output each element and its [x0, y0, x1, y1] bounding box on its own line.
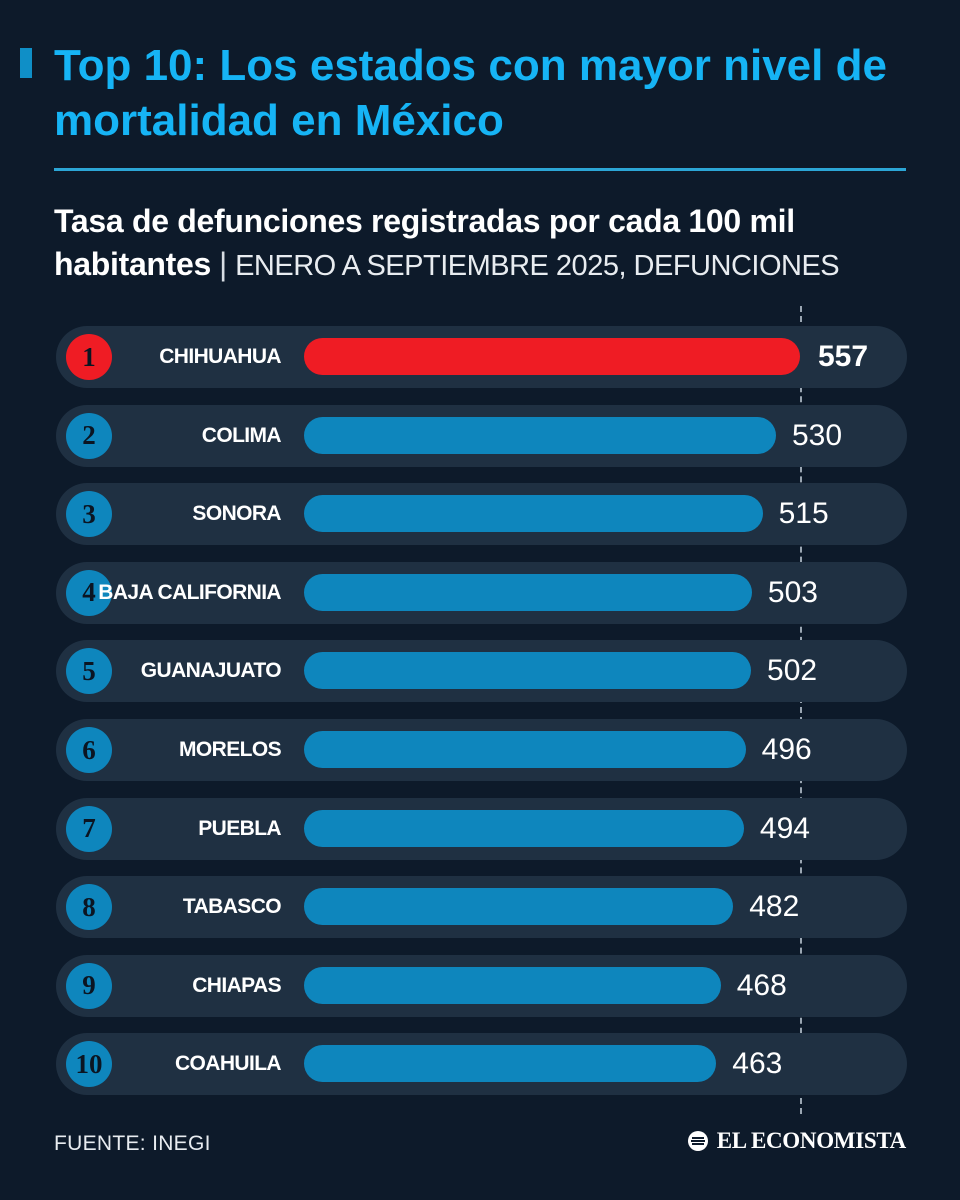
data-label: 515 — [778, 497, 829, 531]
title-divider — [54, 168, 906, 171]
rank-badge: 3 — [66, 491, 112, 538]
category-label: TABASCO — [182, 895, 282, 919]
rank-badge: 5 — [66, 648, 112, 695]
bar — [304, 966, 721, 1004]
data-label: 463 — [732, 1047, 783, 1081]
bar — [304, 731, 746, 768]
data-label: 496 — [761, 733, 812, 766]
bar — [304, 573, 752, 611]
data-label: 503 — [767, 575, 818, 609]
brand-logo: EL ECONOMISTA — [687, 1128, 906, 1154]
title-marker — [20, 48, 32, 78]
source-note: FUENTE: INEGI — [54, 1132, 211, 1155]
category-label: PUEBLA — [198, 816, 281, 840]
category-label: GUANAJUATO — [140, 659, 282, 683]
el-economista-logo-icon — [687, 1131, 708, 1151]
subtitle-main: Tasa de defunciones registradas por cada… — [54, 203, 795, 282]
brand-name: EL ECONOMISTA — [716, 1128, 907, 1153]
data-label: 557 — [818, 340, 869, 373]
data-label: 530 — [791, 418, 843, 452]
rank-badge: 10 — [66, 1041, 112, 1088]
bar — [304, 809, 744, 847]
page-title: Top 10: Los estados con mayor nivel de m… — [54, 41, 887, 145]
category-label: CHIAPAS — [192, 973, 281, 997]
bar — [304, 338, 800, 375]
bar — [304, 652, 752, 690]
category-label: COAHUILA — [174, 1052, 282, 1076]
data-label: 468 — [736, 968, 787, 1002]
category-label: CHIHUAHUA — [159, 345, 281, 368]
bar — [304, 1045, 717, 1083]
rank-badge: 8 — [66, 884, 112, 931]
data-label: 502 — [767, 654, 818, 688]
max-value-reference-line — [800, 306, 802, 1114]
rank-badge: 4 — [66, 569, 112, 616]
category-label: BAJA CALIFORNIA — [98, 580, 281, 604]
bar — [304, 888, 734, 926]
subtitle-period: ENERO A SEPTIEMBRE 2025, DEFUNCIONES — [235, 250, 840, 282]
rank-badge: 9 — [66, 962, 112, 1009]
rank-badge: 6 — [66, 727, 112, 773]
chart-subtitle: Tasa de defunciones registradas por cada… — [54, 200, 924, 288]
bar — [304, 495, 763, 533]
data-label: 482 — [749, 890, 800, 924]
bar — [304, 416, 776, 454]
rank-badge: 7 — [66, 805, 112, 852]
rank-badge: 1 — [66, 334, 112, 380]
category-label: MORELOS — [179, 738, 282, 761]
data-label: 494 — [759, 811, 810, 845]
rank-badge: 2 — [66, 412, 112, 459]
category-label: SONORA — [192, 502, 281, 526]
category-label: COLIMA — [201, 423, 282, 447]
subtitle-separator: | — [219, 246, 228, 282]
